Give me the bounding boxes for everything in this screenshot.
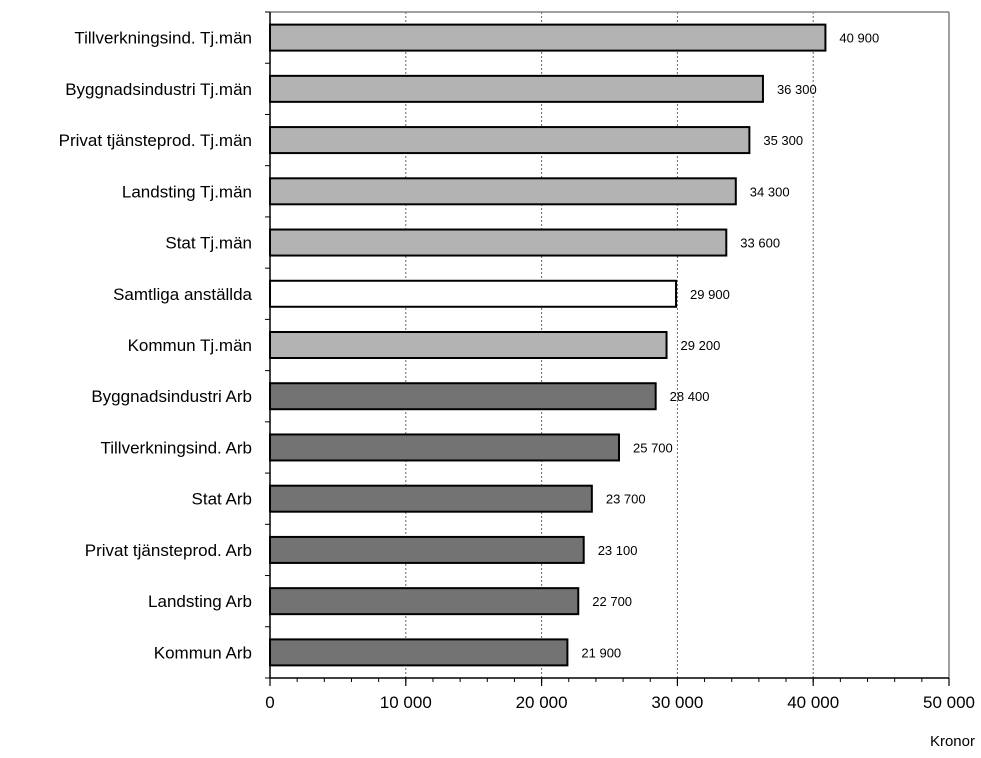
data-label: 22 700 — [592, 594, 632, 609]
bar — [269, 228, 728, 257]
category-label: Privat tjänsteprod. Arb — [85, 541, 252, 560]
bar — [269, 382, 657, 411]
category-label: Byggnadsindustri Tj.män — [65, 80, 252, 99]
bar — [269, 177, 737, 206]
data-label: 23 100 — [598, 543, 638, 558]
data-label: 23 700 — [606, 492, 646, 507]
category-label: Landsting Tj.män — [122, 182, 252, 201]
data-label: 25 700 — [633, 440, 673, 455]
data-label: 29 200 — [681, 338, 721, 353]
bar — [269, 535, 585, 564]
bar — [269, 331, 668, 359]
category-label: Stat Arb — [192, 490, 252, 509]
category-label: Landsting Arb — [148, 592, 252, 611]
bar — [269, 279, 678, 308]
bars — [269, 23, 827, 667]
category-label: Privat tjänsteprod. Tj.män — [59, 131, 252, 150]
category-label: Tillverkningsind. Tj.män — [74, 29, 252, 48]
bar — [269, 23, 827, 52]
category-label: Samtliga anställda — [113, 285, 252, 304]
plot-frame — [265, 11, 950, 679]
bar — [269, 484, 593, 513]
category-label: Kommun Tj.män — [128, 336, 252, 355]
bar — [269, 433, 621, 462]
category-label: Kommun Arb — [154, 643, 252, 662]
x-tick-label: 10 000 — [380, 693, 432, 712]
bar — [269, 126, 751, 155]
data-label: 40 900 — [839, 31, 879, 46]
x-tick-label: 30 000 — [651, 693, 703, 712]
bar — [269, 74, 764, 103]
bar — [269, 587, 580, 616]
category-label: Stat Tj.män — [165, 234, 252, 253]
value-labels: 40 900 36 300 35 300 34 300 33 600 29 900 29 2… — [581, 31, 879, 661]
x-tick-label: 40 000 — [787, 693, 839, 712]
x-tick-label: 50 000 — [923, 693, 975, 712]
data-label: 36 300 — [777, 82, 817, 97]
x-axis-ticks: 0 10 000 20 000 30 000 40 000 50 000 — [265, 678, 975, 712]
category-label: Tillverkningsind. Arb — [101, 438, 253, 457]
data-label: 29 900 — [690, 287, 730, 302]
data-label: 35 300 — [763, 133, 803, 148]
data-label: 28 400 — [670, 389, 710, 404]
x-axis-title: Kronor — [930, 733, 975, 750]
x-tick-label: 20 000 — [516, 693, 568, 712]
category-labels: Tillverkningsind. Tj.män Byggnadsindustri… — [59, 29, 253, 663]
data-label: 34 300 — [750, 184, 790, 199]
category-label: Byggnadsindustri Arb — [91, 387, 252, 406]
data-label: 21 900 — [581, 645, 621, 660]
bar — [269, 638, 569, 667]
data-label: 33 600 — [740, 236, 780, 251]
x-tick-label: 0 — [265, 693, 274, 712]
